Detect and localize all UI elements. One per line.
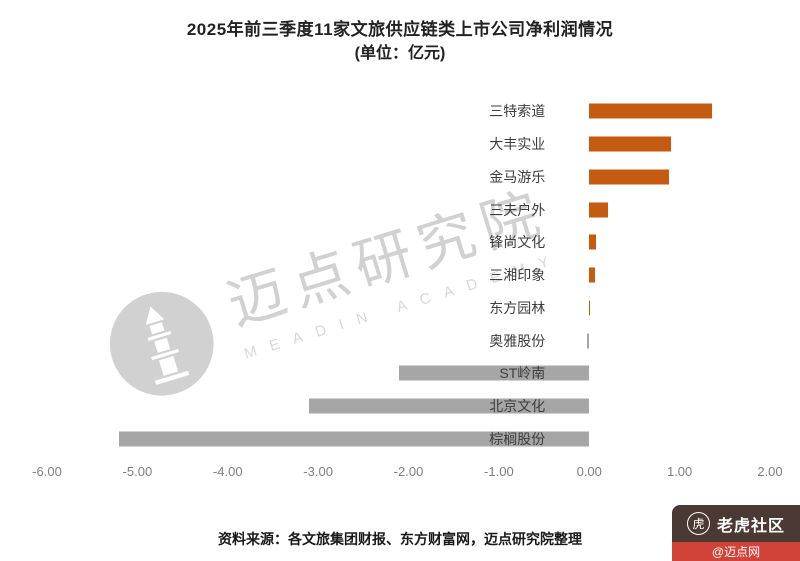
chart-row-7: 东方园林 — [47, 291, 770, 324]
category-label: 三湘印象 — [489, 267, 546, 284]
x-axis: -6.00 -5.00 -4.00 -3.00 -2.00 -1.00 0.00 1.00 2.… — [32, 464, 782, 484]
tiger-badge-top: 虎 老虎社区 — [672, 505, 800, 542]
x-tick: 0.00 — [576, 464, 602, 479]
tiger-badge: 虎 老虎社区 @迈点网 — [672, 505, 800, 561]
bar-北京文化 — [309, 398, 590, 414]
bar-三特索道 — [589, 103, 713, 119]
category-label: 锋尚文化 — [489, 234, 546, 251]
x-tick: -6.00 — [32, 464, 62, 479]
bar-锋尚文化 — [589, 234, 597, 250]
x-tick: -4.00 — [212, 464, 243, 479]
bar-三夫户外 — [589, 202, 609, 218]
tiger-logo-icon: 虎 — [686, 512, 710, 535]
x-tick: 2.00 — [757, 464, 783, 479]
chart-subtitle: (单位：亿元) — [354, 45, 446, 62]
x-tick: -2.00 — [393, 464, 424, 479]
bar-棕榈股份 — [119, 431, 590, 447]
category-label: 金马游乐 — [489, 168, 546, 185]
bar-东方园林 — [589, 300, 591, 316]
chart-row-5: 锋尚文化 — [47, 226, 770, 259]
category-label: 大丰实业 — [489, 136, 546, 153]
category-label: 奥雅股份 — [489, 332, 546, 349]
tiger-community-label: 老虎社区 — [716, 517, 785, 535]
bar-大丰实业 — [589, 136, 672, 152]
chart-row-3: 金马游乐 — [47, 160, 770, 193]
category-label: 三夫户外 — [489, 201, 546, 218]
category-label: 棕榈股份 — [489, 430, 546, 447]
bar-奥雅股份 — [587, 333, 590, 348]
tiger-badge-handle: @迈点网 — [672, 542, 800, 561]
chart-row-9: ST岭南 — [47, 357, 770, 390]
bar-金马游乐 — [589, 169, 669, 185]
x-tick: 1.00 — [666, 464, 693, 479]
chart-title: 2025年前三季度11家文旅供应链类上市公司净利润情况 — [186, 20, 614, 39]
bar-ST岭南 — [399, 365, 590, 381]
category-label: ST岭南 — [499, 365, 546, 382]
chart-row-11: 棕榈股份 — [47, 422, 770, 455]
source-note: 资料来源：各文旅集团财报、东方财富网，迈点研究院整理 — [218, 531, 582, 547]
chart-row-8: 奥雅股份 — [47, 324, 770, 357]
plot-area: 三特索道大丰实业金马游乐三夫户外锋尚文化三湘印象东方园林奥雅股份 ST岭南北京文化… — [47, 95, 770, 455]
chart-row-1: 三特索道 — [47, 95, 770, 128]
category-label: 东方园林 — [489, 299, 546, 316]
category-label: 北京文化 — [489, 397, 546, 414]
category-label: 三特索道 — [489, 103, 546, 120]
bar-三湘印象 — [589, 267, 595, 283]
x-tick: -5.00 — [122, 464, 153, 479]
x-tick: -3.00 — [303, 464, 333, 479]
chart-row-2: 大丰实业 — [47, 128, 770, 161]
chart-row-6: 三湘印象 — [47, 259, 770, 292]
x-tick: -1.00 — [484, 464, 514, 479]
chart-row-10: 北京文化 — [47, 390, 770, 423]
chart-row-4: 三夫户外 — [47, 193, 770, 226]
